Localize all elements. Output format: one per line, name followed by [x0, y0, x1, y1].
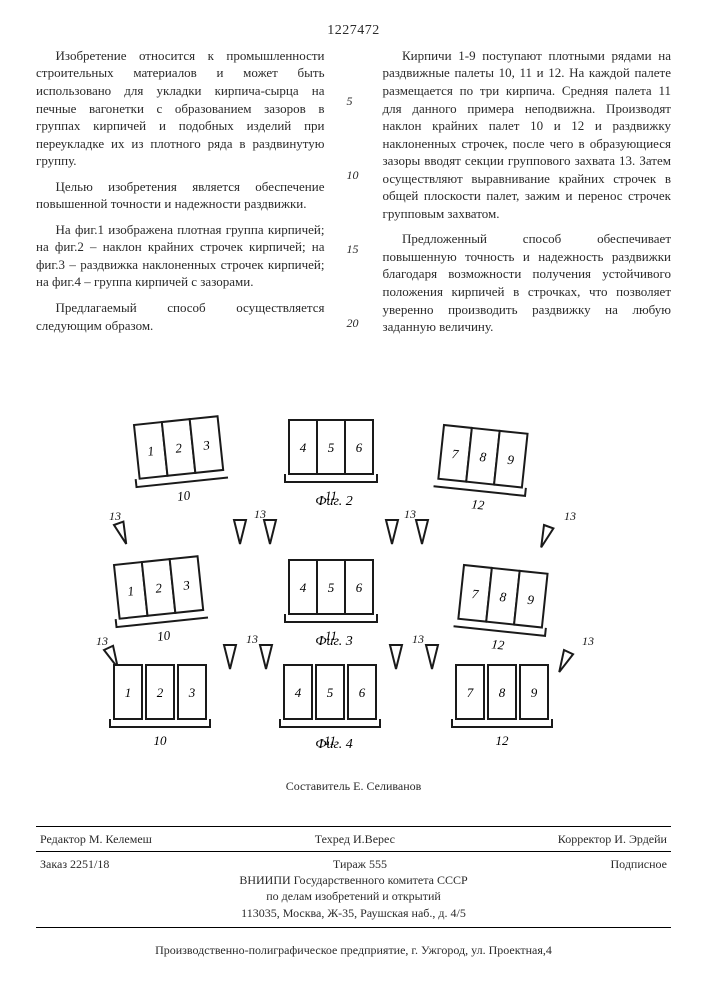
techred: Техред И.Верес	[315, 831, 395, 847]
right-p1: Кирпичи 1-9 поступают плотными рядами на…	[383, 47, 672, 222]
left-p2: Целью изобретения является обеспечение п…	[36, 178, 325, 213]
left-column: Изобретение относится к промышленности с…	[36, 47, 325, 344]
svg-text:1: 1	[124, 685, 131, 700]
editor: Редактор М. Келемеш	[40, 831, 152, 847]
svg-text:13: 13	[412, 632, 424, 646]
svg-text:10: 10	[153, 733, 167, 748]
svg-text:6: 6	[355, 440, 362, 455]
addr: 113035, Москва, Ж-35, Раушская наб., д. …	[36, 905, 671, 921]
left-p4: Предлагаемый способ осуществляется следу…	[36, 299, 325, 334]
line-20: 20	[347, 315, 361, 331]
text-columns: Изобретение относится к промышленности с…	[36, 47, 671, 344]
svg-text:12: 12	[470, 496, 485, 512]
svg-text:5: 5	[327, 580, 334, 595]
svg-text:4: 4	[299, 580, 306, 595]
svg-text:13: 13	[582, 634, 594, 648]
svg-text:7: 7	[466, 685, 473, 700]
svg-text:13: 13	[246, 632, 258, 646]
svg-text:Фиг. 4: Фиг. 4	[315, 737, 353, 750]
svg-text:13: 13	[404, 507, 416, 521]
svg-text:13: 13	[254, 507, 266, 521]
svg-text:13: 13	[564, 509, 576, 523]
svg-text:12: 12	[495, 733, 509, 748]
svg-text:13: 13	[96, 634, 108, 648]
svg-text:5: 5	[327, 440, 334, 455]
svg-text:12: 12	[490, 636, 505, 652]
svg-text:6: 6	[358, 685, 365, 700]
publication-block: Составитель Е. Селиванов Редактор М. Кел…	[36, 778, 671, 958]
svg-text:6: 6	[355, 580, 362, 595]
sost: Составитель Е. Селиванов	[36, 778, 671, 794]
line-10: 10	[347, 167, 361, 183]
svg-text:3: 3	[187, 685, 195, 700]
org2: по делам изобретений и открытий	[36, 888, 671, 904]
figures-svg: 1 2 3 10 4 5 6 11	[74, 370, 634, 750]
svg-text:2: 2	[156, 685, 163, 700]
left-p3: На фиг.1 изображена плотная группа кирпи…	[36, 221, 325, 291]
left-p1: Изобретение относится к промышленности с…	[36, 47, 325, 170]
svg-text:4: 4	[299, 440, 306, 455]
right-column: Кирпичи 1-9 поступают плотными рядами на…	[383, 47, 672, 344]
tirazh: Тираж 555	[333, 856, 387, 872]
corrector: Корректор И. Эрдейи	[558, 831, 667, 847]
svg-text:10: 10	[176, 487, 191, 503]
svg-text:5: 5	[326, 685, 333, 700]
svg-text:10: 10	[156, 627, 171, 643]
svg-text:8: 8	[498, 685, 505, 700]
svg-text:Фиг. 3: Фиг. 3	[315, 634, 353, 649]
right-p2: Предложенный способ обеспечивает повышен…	[383, 230, 672, 335]
order: Заказ 2251/18	[40, 856, 109, 872]
line-5: 5	[347, 93, 361, 109]
footer: Производственно-полиграфическое предприя…	[36, 942, 671, 958]
svg-text:9: 9	[530, 685, 537, 700]
figures: 1 2 3 10 4 5 6 11	[36, 370, 671, 750]
svg-text:4: 4	[294, 685, 301, 700]
signed: Подписное	[611, 856, 668, 872]
doc-number: 1227472	[36, 22, 671, 41]
svg-text:13: 13	[109, 509, 121, 523]
line-15: 15	[347, 241, 361, 257]
svg-text:Фиг. 2: Фиг. 2	[315, 494, 353, 509]
org1: ВНИИПИ Государственного комитета СССР	[36, 872, 671, 888]
line-numbers: 5 10 15 20	[347, 47, 361, 344]
